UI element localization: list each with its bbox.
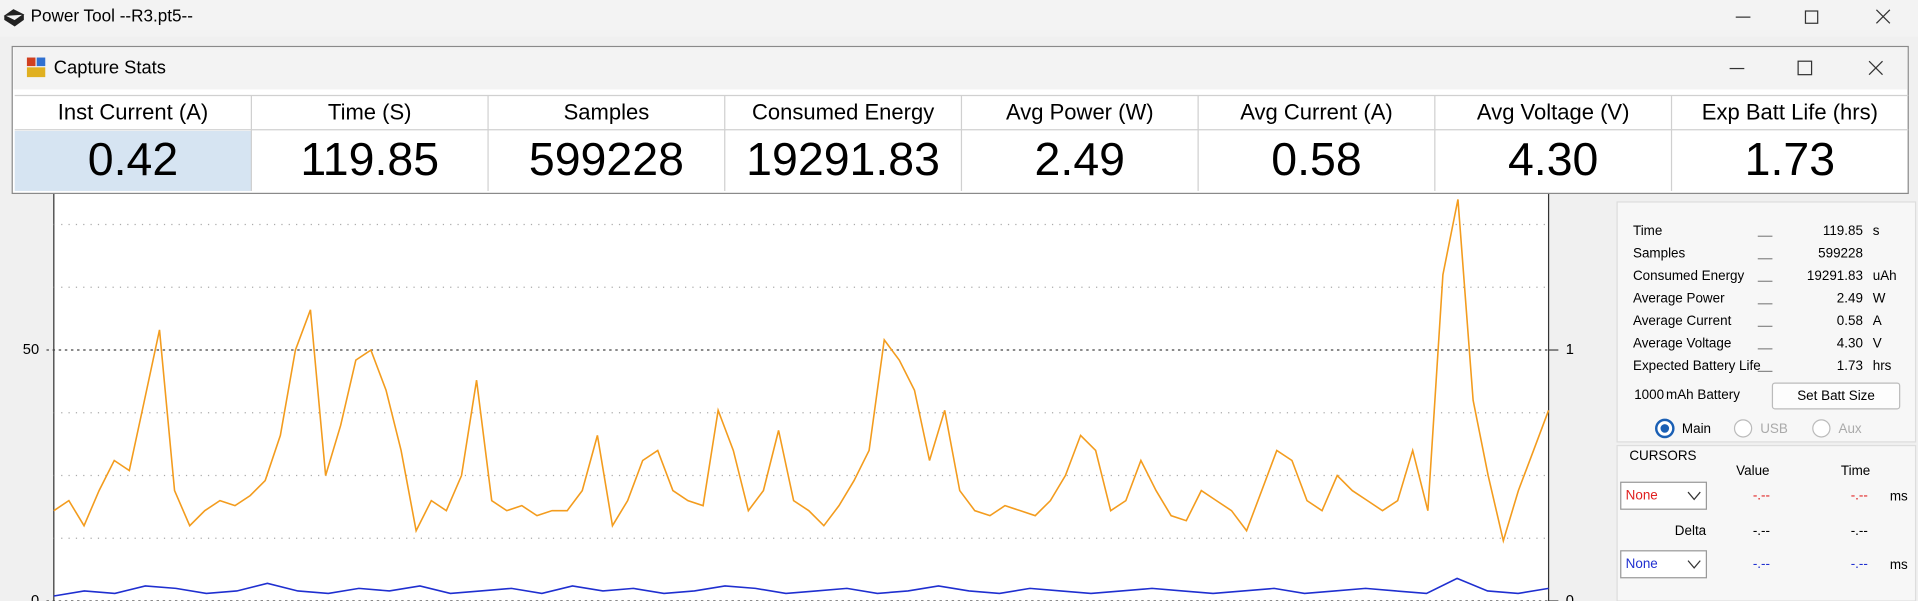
stat-label: Average Voltage bbox=[1633, 335, 1731, 350]
column-header: Consumed Energy bbox=[752, 100, 934, 125]
stat-value: 599228 bbox=[1818, 245, 1863, 260]
cursor2-unit: ms bbox=[1890, 557, 1908, 572]
y2-tick-label: 0 bbox=[1566, 593, 1574, 601]
stat-unit: V bbox=[1873, 335, 1882, 350]
plot-area bbox=[53, 193, 1549, 601]
cursor2-select[interactable] bbox=[1620, 550, 1707, 579]
dialog-icon bbox=[26, 57, 36, 67]
cursor2-time: -.-- bbox=[1851, 556, 1868, 571]
column-value: 119.85 bbox=[300, 133, 439, 185]
column-header: Exp Batt Life (hrs) bbox=[1702, 100, 1878, 125]
source-radios: Main USB Aux bbox=[1655, 418, 1862, 439]
y-tick-label: 0 bbox=[31, 593, 39, 601]
dropdown-arrow bbox=[1687, 491, 1701, 501]
value-header: Value bbox=[1736, 463, 1769, 478]
delta-value: -.-- bbox=[1753, 523, 1770, 538]
delta-time: -.-- bbox=[1851, 523, 1868, 538]
column-header: Avg Power (W) bbox=[1006, 100, 1154, 125]
cursor1-select-label: None bbox=[1626, 487, 1658, 502]
restore-button[interactable] bbox=[1804, 10, 1819, 24]
column-value: 19291.83 bbox=[746, 133, 940, 185]
radio-label: USB bbox=[1760, 421, 1788, 436]
stats-table: Inst Current (A) 0.42 Time (S) 119.85 Sample… bbox=[14, 94, 1909, 191]
column-value: 1.73 bbox=[1745, 133, 1835, 185]
stat-value: 119.85 bbox=[1823, 223, 1863, 238]
set-batt-label: Set Batt Size bbox=[1797, 388, 1875, 403]
close-button[interactable] bbox=[1875, 9, 1891, 24]
stat-value: 19291.83 bbox=[1807, 268, 1863, 283]
dialog-close[interactable] bbox=[1868, 60, 1883, 76]
cursor1-value: -.-- bbox=[1753, 487, 1770, 502]
stat-label: Average Power bbox=[1633, 290, 1725, 305]
dialog-icon bbox=[36, 57, 46, 67]
cursors-title: CURSORS bbox=[1629, 448, 1696, 463]
radio-button[interactable] bbox=[1812, 419, 1831, 438]
stat-unit: hrs bbox=[1873, 358, 1892, 373]
cursor1-unit: ms bbox=[1890, 489, 1908, 504]
column-value: 0.58 bbox=[1271, 133, 1361, 185]
stats-list: Time 119.85 s Samples 599228 Consumed Energy 1… bbox=[1633, 223, 1897, 373]
plot: 0 50 0 1 bbox=[23, 199, 1574, 601]
dialog-icon bbox=[26, 67, 46, 78]
trace-line bbox=[53, 199, 1550, 544]
set-batt-button[interactable] bbox=[1771, 382, 1901, 410]
radio-label: Aux bbox=[1838, 421, 1861, 436]
battery-capacity: 1000 bbox=[1634, 387, 1664, 402]
delta-label: Delta bbox=[1675, 523, 1707, 538]
dialog-maximize[interactable] bbox=[1797, 60, 1813, 76]
stat-unit: s bbox=[1873, 223, 1880, 238]
stat-label: Time bbox=[1633, 223, 1662, 238]
column-header: Avg Voltage (V) bbox=[1477, 100, 1630, 125]
battery-unit: mAh Battery bbox=[1666, 387, 1740, 402]
cursor1-time: -.-- bbox=[1851, 487, 1868, 502]
column-header: Inst Current (A) bbox=[58, 100, 208, 125]
stat-label: Samples bbox=[1633, 245, 1686, 260]
column-header: Samples bbox=[564, 100, 650, 125]
stat-label: Expected Battery Life bbox=[1633, 358, 1761, 373]
column-value: 0.42 bbox=[88, 133, 178, 185]
y-tick-label: 50 bbox=[23, 342, 39, 358]
stat-value: 4.30 bbox=[1837, 335, 1863, 350]
column-value: 2.49 bbox=[1035, 133, 1125, 185]
trace-line bbox=[53, 577, 1549, 597]
stat-value: 1.73 bbox=[1837, 358, 1863, 373]
dialog-title-bar bbox=[13, 47, 1907, 90]
stat-value: 2.49 bbox=[1837, 290, 1863, 305]
radio-label: Main bbox=[1682, 421, 1711, 436]
column-header: Avg Current (A) bbox=[1240, 100, 1392, 125]
cursor1-select[interactable] bbox=[1620, 481, 1707, 510]
title-bar bbox=[0, 0, 1918, 37]
stat-unit: W bbox=[1873, 290, 1886, 305]
cursor2-select-label: None bbox=[1626, 556, 1658, 571]
radio-dot bbox=[1660, 424, 1670, 433]
window-title: Power Tool --R3.pt5-- bbox=[31, 6, 193, 26]
stat-label: Average Current bbox=[1633, 313, 1732, 328]
y2-tick-label: 1 bbox=[1566, 342, 1574, 358]
column-header: Time (S) bbox=[328, 100, 412, 125]
dropdown-arrow bbox=[1687, 560, 1701, 569]
column-value: 599228 bbox=[529, 133, 684, 185]
app-icon bbox=[3, 9, 25, 27]
cursor2-value: -.-- bbox=[1753, 556, 1770, 571]
selected-cell bbox=[14, 130, 252, 191]
radio-button[interactable] bbox=[1733, 419, 1753, 438]
dialog-title: Capture Stats bbox=[54, 56, 166, 77]
stat-label: Consumed Energy bbox=[1633, 268, 1745, 283]
time-header: Time bbox=[1841, 463, 1870, 478]
stat-unit: uAh bbox=[1873, 268, 1897, 283]
stat-unit: A bbox=[1873, 313, 1882, 328]
stat-value: 0.58 bbox=[1837, 313, 1863, 328]
column-value: 4.30 bbox=[1508, 133, 1598, 185]
